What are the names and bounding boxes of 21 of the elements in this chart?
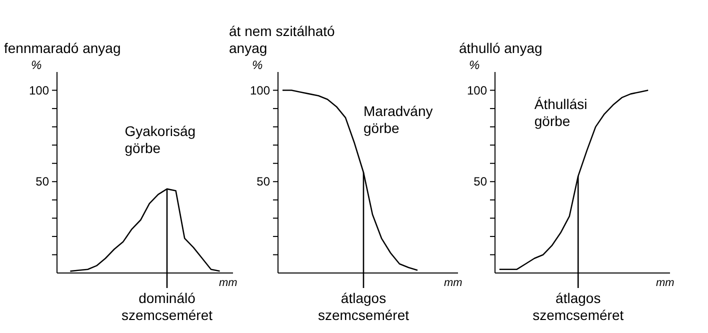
y-tick-label: 50	[256, 174, 270, 189]
y-tick-label: 100	[466, 83, 488, 98]
y-tick-label: 100	[28, 83, 50, 98]
chart-title: át nem szitálható anyag	[229, 23, 336, 57]
x-axis-title: mm	[656, 277, 674, 289]
y-axis-title: %	[469, 58, 480, 72]
y-axis-title: %	[252, 58, 263, 72]
y-tick-label: 50	[474, 174, 488, 189]
x-axis-title: mm	[444, 277, 462, 289]
y-axis-title: %	[31, 58, 42, 72]
y-tick-label: 50	[36, 174, 50, 189]
chart-title: fennmaradó anyag	[4, 40, 122, 57]
y-tick-label: 100	[250, 83, 270, 98]
chart-title: áthulló anyag	[459, 40, 544, 57]
x-axis-title: mm	[219, 277, 238, 289]
annotation: Áthullási görbe	[534, 96, 588, 130]
text: átlagos szemcseméret	[316, 290, 410, 324]
annotation: Gyakoriság görbe	[124, 123, 197, 158]
annotation: Maradvány görbe	[364, 103, 434, 138]
text: domináló szemcseméret	[120, 290, 214, 324]
text: átlagos szemcseméret	[532, 290, 625, 324]
